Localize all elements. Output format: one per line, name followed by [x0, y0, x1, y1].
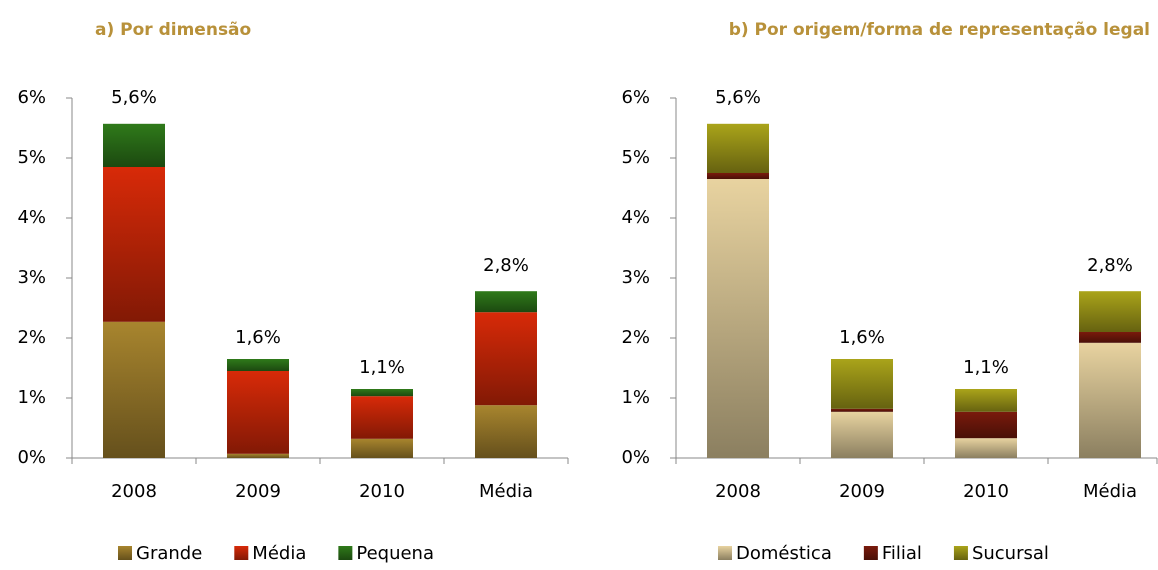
total-label: 1,6% — [235, 327, 281, 348]
y-tick-label: 2% — [17, 327, 46, 348]
x-tick-label: 2010 — [359, 481, 405, 502]
y-tick-label: 0% — [17, 447, 46, 468]
legend-label: Sucursal — [972, 543, 1049, 564]
legend-swatch — [718, 546, 732, 560]
total-label: 1,6% — [839, 327, 885, 348]
bar-segment — [955, 411, 1017, 439]
x-tick-label: 2009 — [235, 481, 281, 502]
bar-segment — [351, 396, 413, 439]
bar-segment — [227, 359, 289, 371]
y-tick-label: 6% — [621, 87, 650, 108]
bar-segment — [103, 167, 165, 322]
bar-segment — [955, 438, 1017, 458]
bar-segment — [1079, 342, 1141, 458]
x-tick-label: 2010 — [963, 481, 1009, 502]
legend-label: Pequena — [356, 543, 434, 564]
y-tick-label: 4% — [621, 207, 650, 228]
total-label: 2,8% — [1087, 255, 1133, 276]
y-tick-label: 2% — [621, 327, 650, 348]
bar-segment — [351, 438, 413, 458]
legend-swatch — [118, 546, 132, 560]
legend-swatch — [234, 546, 249, 560]
bar-segment — [1079, 332, 1141, 343]
y-tick-label: 3% — [621, 267, 650, 288]
legend-swatch — [863, 546, 878, 560]
bar-segment — [831, 359, 893, 409]
y-tick-label: 5% — [17, 147, 46, 168]
chart-title: a) Por dimensão — [95, 20, 251, 40]
bar-segment — [227, 371, 289, 454]
bar-segment — [351, 389, 413, 397]
bar-segment — [831, 411, 893, 458]
total-label: 5,6% — [715, 87, 761, 108]
y-tick-label: 1% — [17, 387, 46, 408]
chart-title: b) Por origem/forma de representação leg… — [729, 20, 1150, 40]
bar-segment — [475, 312, 537, 406]
y-tick-label: 0% — [621, 447, 650, 468]
total-label: 1,1% — [963, 357, 1009, 378]
total-label: 1,1% — [359, 357, 405, 378]
x-tick-label: 2008 — [111, 481, 157, 502]
legend-label: Média — [252, 543, 306, 564]
y-tick-label: 5% — [621, 147, 650, 168]
bar-segment — [103, 123, 165, 167]
y-tick-label: 6% — [17, 87, 46, 108]
x-tick-label: 2009 — [839, 481, 885, 502]
bar-segment — [475, 405, 537, 458]
x-tick-label: Média — [1083, 481, 1137, 502]
bar-segment — [955, 389, 1017, 412]
legend-label: Doméstica — [736, 543, 832, 564]
x-tick-label: Média — [479, 481, 533, 502]
y-tick-label: 4% — [17, 207, 46, 228]
x-tick-label: 2008 — [715, 481, 761, 502]
legend-label: Filial — [882, 543, 922, 564]
bar-segment — [707, 173, 769, 179]
total-label: 2,8% — [483, 255, 529, 276]
y-tick-label: 3% — [17, 267, 46, 288]
bar-segment — [707, 123, 769, 173]
bar-segment — [831, 408, 893, 412]
legend-label: Grande — [136, 543, 202, 564]
total-label: 5,6% — [111, 87, 157, 108]
bar-segment — [103, 321, 165, 458]
y-tick-label: 1% — [621, 387, 650, 408]
bar-segment — [707, 179, 769, 458]
legend-swatch — [953, 546, 968, 560]
bar-segment — [227, 453, 289, 458]
bar-segment — [475, 291, 537, 313]
bar-segment — [1079, 291, 1141, 332]
legend-swatch — [338, 546, 353, 560]
